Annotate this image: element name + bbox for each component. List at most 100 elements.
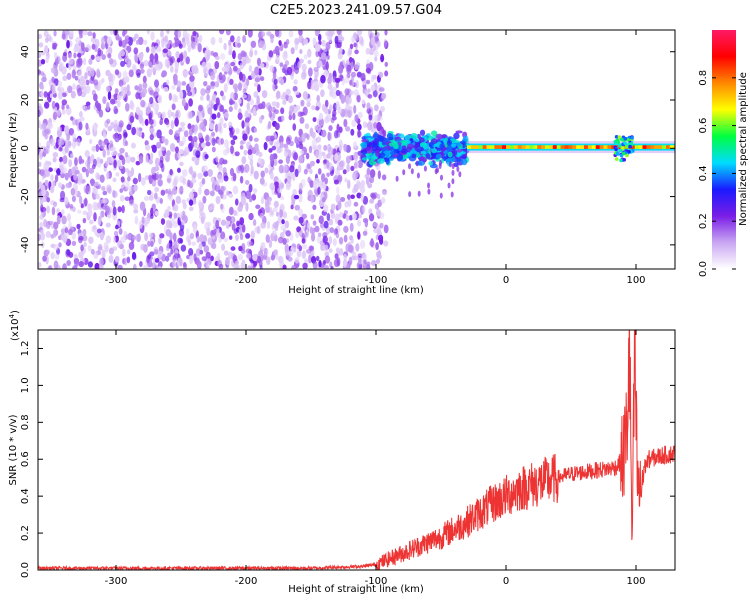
spectrogram-cell xyxy=(269,153,274,162)
spectrogram-cell xyxy=(343,118,348,128)
spectrogram-cell xyxy=(49,138,56,147)
spectrogram-cell xyxy=(81,234,88,242)
spectrogram-y-ticks: 40 20 0 -20 -40 xyxy=(20,45,675,253)
spectrogram-cell xyxy=(38,181,43,187)
spectrogram-cell xyxy=(331,91,337,99)
spectrogram-cell xyxy=(373,122,378,129)
spectrogram-cell xyxy=(72,83,76,91)
spectrogram-cell xyxy=(373,104,379,112)
spectrogram-cell xyxy=(264,204,271,214)
spectrogram-cell xyxy=(150,207,154,217)
spectrogram-cell xyxy=(232,172,237,182)
spectrogram-band-cell xyxy=(665,145,671,149)
spectrogram-cell xyxy=(353,89,359,96)
spectrogram-cell xyxy=(164,39,171,49)
spectrogram-cell xyxy=(227,251,233,260)
spectrogram-cell xyxy=(85,122,89,130)
colorbar: 0.0 0.2 0.4 0.6 0.8 Normalized spectral ampl… xyxy=(698,30,749,277)
spectrogram-cell xyxy=(250,230,256,240)
spectrogram-cell xyxy=(153,186,159,193)
spectrogram-band-cell xyxy=(548,145,554,149)
spectrogram-cell xyxy=(234,86,238,94)
snr-y-tick-label: 0.0 xyxy=(20,562,31,578)
spectrogram-cell xyxy=(172,221,178,228)
spectrogram-cell xyxy=(83,241,87,248)
spectrogram-cell xyxy=(154,264,158,269)
spectrogram-cell xyxy=(72,206,76,213)
spectrogram-cell xyxy=(78,121,83,131)
spectrogram-cell xyxy=(232,65,238,72)
spectrogram-cell xyxy=(134,215,139,225)
spectrogram-cell xyxy=(98,109,104,118)
spectrogram-cell xyxy=(204,221,210,231)
spectrogram-cell xyxy=(248,212,254,221)
spectrogram-cell xyxy=(174,68,179,74)
spectrogram-cell xyxy=(384,70,389,77)
spectrogram-cell xyxy=(82,30,88,36)
spectrogram-cell xyxy=(78,111,83,118)
spectrogram-cell xyxy=(229,235,233,240)
spectrogram-cell xyxy=(107,71,112,78)
spectrogram-cell xyxy=(282,264,287,269)
spectrogram-cell xyxy=(345,126,351,132)
spectrogram-cell xyxy=(337,174,343,183)
spectrogram-cell xyxy=(359,185,366,194)
spectrogram-cell xyxy=(182,68,188,78)
spectrogram-cell xyxy=(296,250,302,258)
spectrogram-cell xyxy=(181,98,186,107)
spectrogram-cell xyxy=(210,36,216,46)
spectrogram-cell xyxy=(138,83,143,92)
spectrogram-cell xyxy=(127,176,131,182)
spectrogram-cell xyxy=(317,144,322,150)
spectrogram-cell xyxy=(292,123,297,131)
spectrogram-cell xyxy=(435,153,442,159)
spectrogram-cell xyxy=(379,87,385,92)
spectrogram-cell xyxy=(273,249,278,256)
spectrogram-cell xyxy=(246,57,251,64)
spectrogram-cell xyxy=(411,153,417,159)
spectrogram-cell xyxy=(451,163,455,170)
spectrogram-cell xyxy=(294,65,300,75)
spectrogram-cell xyxy=(301,251,307,260)
spectrogram-x-ticks: -300 -200 -100 0 100 xyxy=(105,30,646,286)
spectrogram-cell xyxy=(260,196,265,205)
spectrogram-cell xyxy=(257,157,262,165)
spectrogram-cell xyxy=(154,59,159,65)
spectrogram-cell xyxy=(309,180,314,188)
spectrogram-cell xyxy=(150,31,155,41)
spectrogram-cell xyxy=(248,65,253,73)
spectrogram-cell xyxy=(154,210,159,216)
spectrogram-cell xyxy=(41,76,47,83)
spectrogram-cell xyxy=(623,141,627,145)
spectrogram-cell xyxy=(377,234,384,242)
spectrogram-cell xyxy=(263,250,269,256)
snr-x-tick-label: 100 xyxy=(626,576,645,587)
spectrogram-cell xyxy=(46,205,50,214)
spectrogram-cell xyxy=(225,256,231,266)
spectrogram-cell xyxy=(214,184,221,192)
spectrogram-cell xyxy=(418,156,427,161)
spectrogram-cell xyxy=(108,254,114,263)
spectrogram-cell xyxy=(240,139,246,145)
spectrogram-cell xyxy=(410,133,418,140)
spectrogram-cell xyxy=(183,50,188,59)
spectrogram-cell xyxy=(270,254,275,261)
spectrogram-cell xyxy=(41,122,47,130)
spectrogram-cell xyxy=(373,50,379,58)
spectrogram-cell xyxy=(160,30,164,38)
spectrogram-cell xyxy=(110,146,116,152)
spectrogram-cell xyxy=(212,94,217,100)
spectrogram-cell xyxy=(51,100,56,110)
spectrogram-cell xyxy=(338,160,344,168)
spectrogram-cell xyxy=(38,91,41,97)
spectrogram-cell xyxy=(321,39,326,47)
spectrogram-cell xyxy=(268,111,273,118)
spectrogram-cell xyxy=(245,202,249,212)
spectrogram-cell xyxy=(307,67,313,77)
spectrogram-cell xyxy=(198,104,203,112)
spectrogram-cell xyxy=(50,252,55,260)
spectrogram-cell xyxy=(369,48,374,56)
spectrogram-cell xyxy=(298,193,303,203)
spectrogram-cell xyxy=(220,90,224,97)
spectrogram-cell xyxy=(327,146,334,156)
